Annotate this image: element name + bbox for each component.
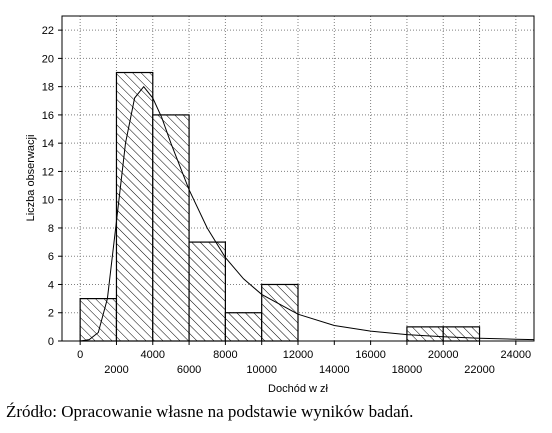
y-axis-label: Liczba obserwacji [25,135,37,222]
bar-2 [152,114,190,342]
y-tick-label-3: 6 [48,251,54,263]
bar-5 [261,283,299,342]
x-tick-label-lower-4: 18000 [392,364,423,376]
y-tick-label-11: 22 [42,25,54,37]
bar-9 [406,326,444,342]
bar-3 [188,241,226,342]
x-axis-label: Dochód w zł [268,383,328,395]
y-tick-label-0: 0 [48,336,54,348]
fitted-curve-line [80,85,534,341]
x-tick-label-lower-5: 22000 [464,364,495,376]
x-tick-label-lower-1: 6000 [177,364,201,376]
y-axis-ticks: 0 2 4 6 8 10 12 14 16 18 20 22 [42,25,62,348]
x-axis-ticks: 0 4000 8000 12000 16000 20000 24000 2000 6000 100… [77,341,531,376]
x-tick-label-upper-4: 16000 [355,349,386,361]
y-tick-label-9: 18 [42,82,54,94]
x-tick-label-upper-3: 12000 [283,349,314,361]
figure-caption: Źródło: Opracowanie własne na podstawie … [6,402,414,421]
x-tick-label-lower-0: 2000 [104,364,128,376]
histogram-bars [79,71,481,342]
histogram-chart: 0 2 4 6 8 10 12 14 16 18 20 22 0 4000 8000 12000 16000 2… [25,15,535,395]
x-tick-label-upper-1: 4000 [141,349,165,361]
y-tick-label-1: 2 [48,308,54,320]
x-tick-label-upper-6: 24000 [501,349,532,361]
x-tick-label-upper-2: 8000 [213,349,237,361]
bar-1 [115,71,154,342]
x-tick-label-upper-0: 0 [77,349,83,361]
x-tick-label-lower-2: 10000 [246,364,277,376]
y-tick-label-2: 4 [48,279,54,291]
bar-10 [442,326,481,342]
y-tick-label-5: 10 [42,195,54,207]
y-tick-label-4: 8 [48,223,54,235]
bar-4 [224,312,263,342]
x-tick-label-upper-5: 20000 [428,349,459,361]
bar-0 [79,298,118,342]
y-tick-label-7: 14 [42,138,54,150]
y-tick-label-8: 16 [42,110,54,122]
fitted-curve [80,85,534,341]
x-tick-label-lower-3: 14000 [319,364,350,376]
y-tick-label-10: 20 [42,53,54,65]
y-tick-label-6: 12 [42,166,54,178]
